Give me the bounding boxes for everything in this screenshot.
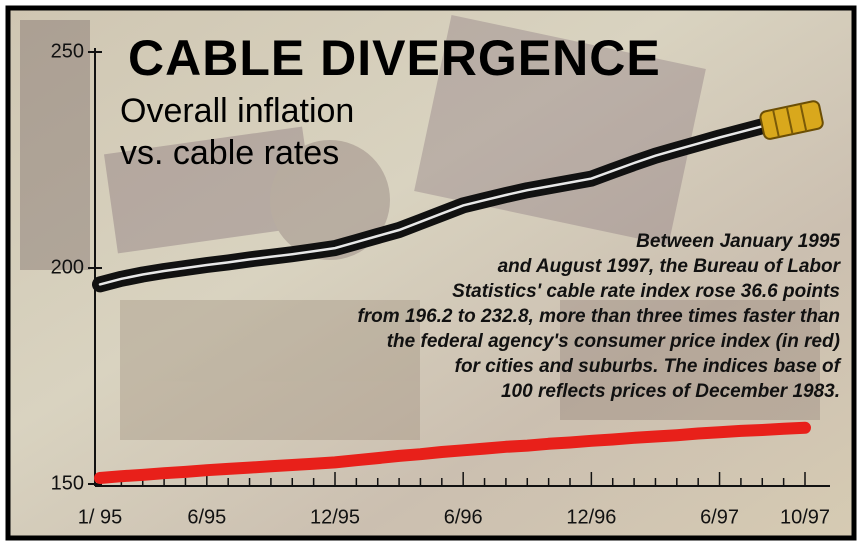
annotation: Between January 1995 <box>636 231 840 252</box>
annotation: from 196.2 to 232.8, more than three tim… <box>357 306 840 327</box>
x-tick-label: 6/97 <box>700 506 739 528</box>
annotation: the federal agency's consumer price inde… <box>387 331 840 352</box>
x-tick-label: 6/95 <box>187 506 226 528</box>
connector-ridge <box>799 103 808 132</box>
cable-highlight <box>98 125 764 286</box>
y-tick-label: 250 <box>51 40 84 62</box>
x-tick-label: 12/96 <box>566 506 616 528</box>
x-tick-label: 1/ 95 <box>78 506 122 528</box>
chart-title: CABLE DIVERGENCE <box>128 30 661 86</box>
y-tick-label: 150 <box>51 472 84 494</box>
series-line <box>94 421 811 484</box>
y-tick-label: 200 <box>51 256 84 278</box>
connector-ridge <box>785 106 794 135</box>
x-tick-label: 10/97 <box>780 506 830 528</box>
x-tick-label: 6/96 <box>444 506 483 528</box>
x-tick-label: 12/95 <box>310 506 360 528</box>
connector-body <box>759 100 824 140</box>
annotation: Statistics' cable rate index rose 36.6 p… <box>452 281 840 302</box>
money-background <box>20 14 820 440</box>
annotation: for cities and suburbs. The indices base… <box>455 356 842 377</box>
connector-ridge <box>772 109 780 138</box>
annotation: and August 1997, the Bureau of Labor <box>498 256 842 277</box>
cable-connector <box>759 100 824 140</box>
subtitle: Overall inflation <box>120 92 354 130</box>
subtitle: vs. cable rates <box>120 134 339 172</box>
annotation: 100 reflects prices of December 1983. <box>501 381 840 402</box>
